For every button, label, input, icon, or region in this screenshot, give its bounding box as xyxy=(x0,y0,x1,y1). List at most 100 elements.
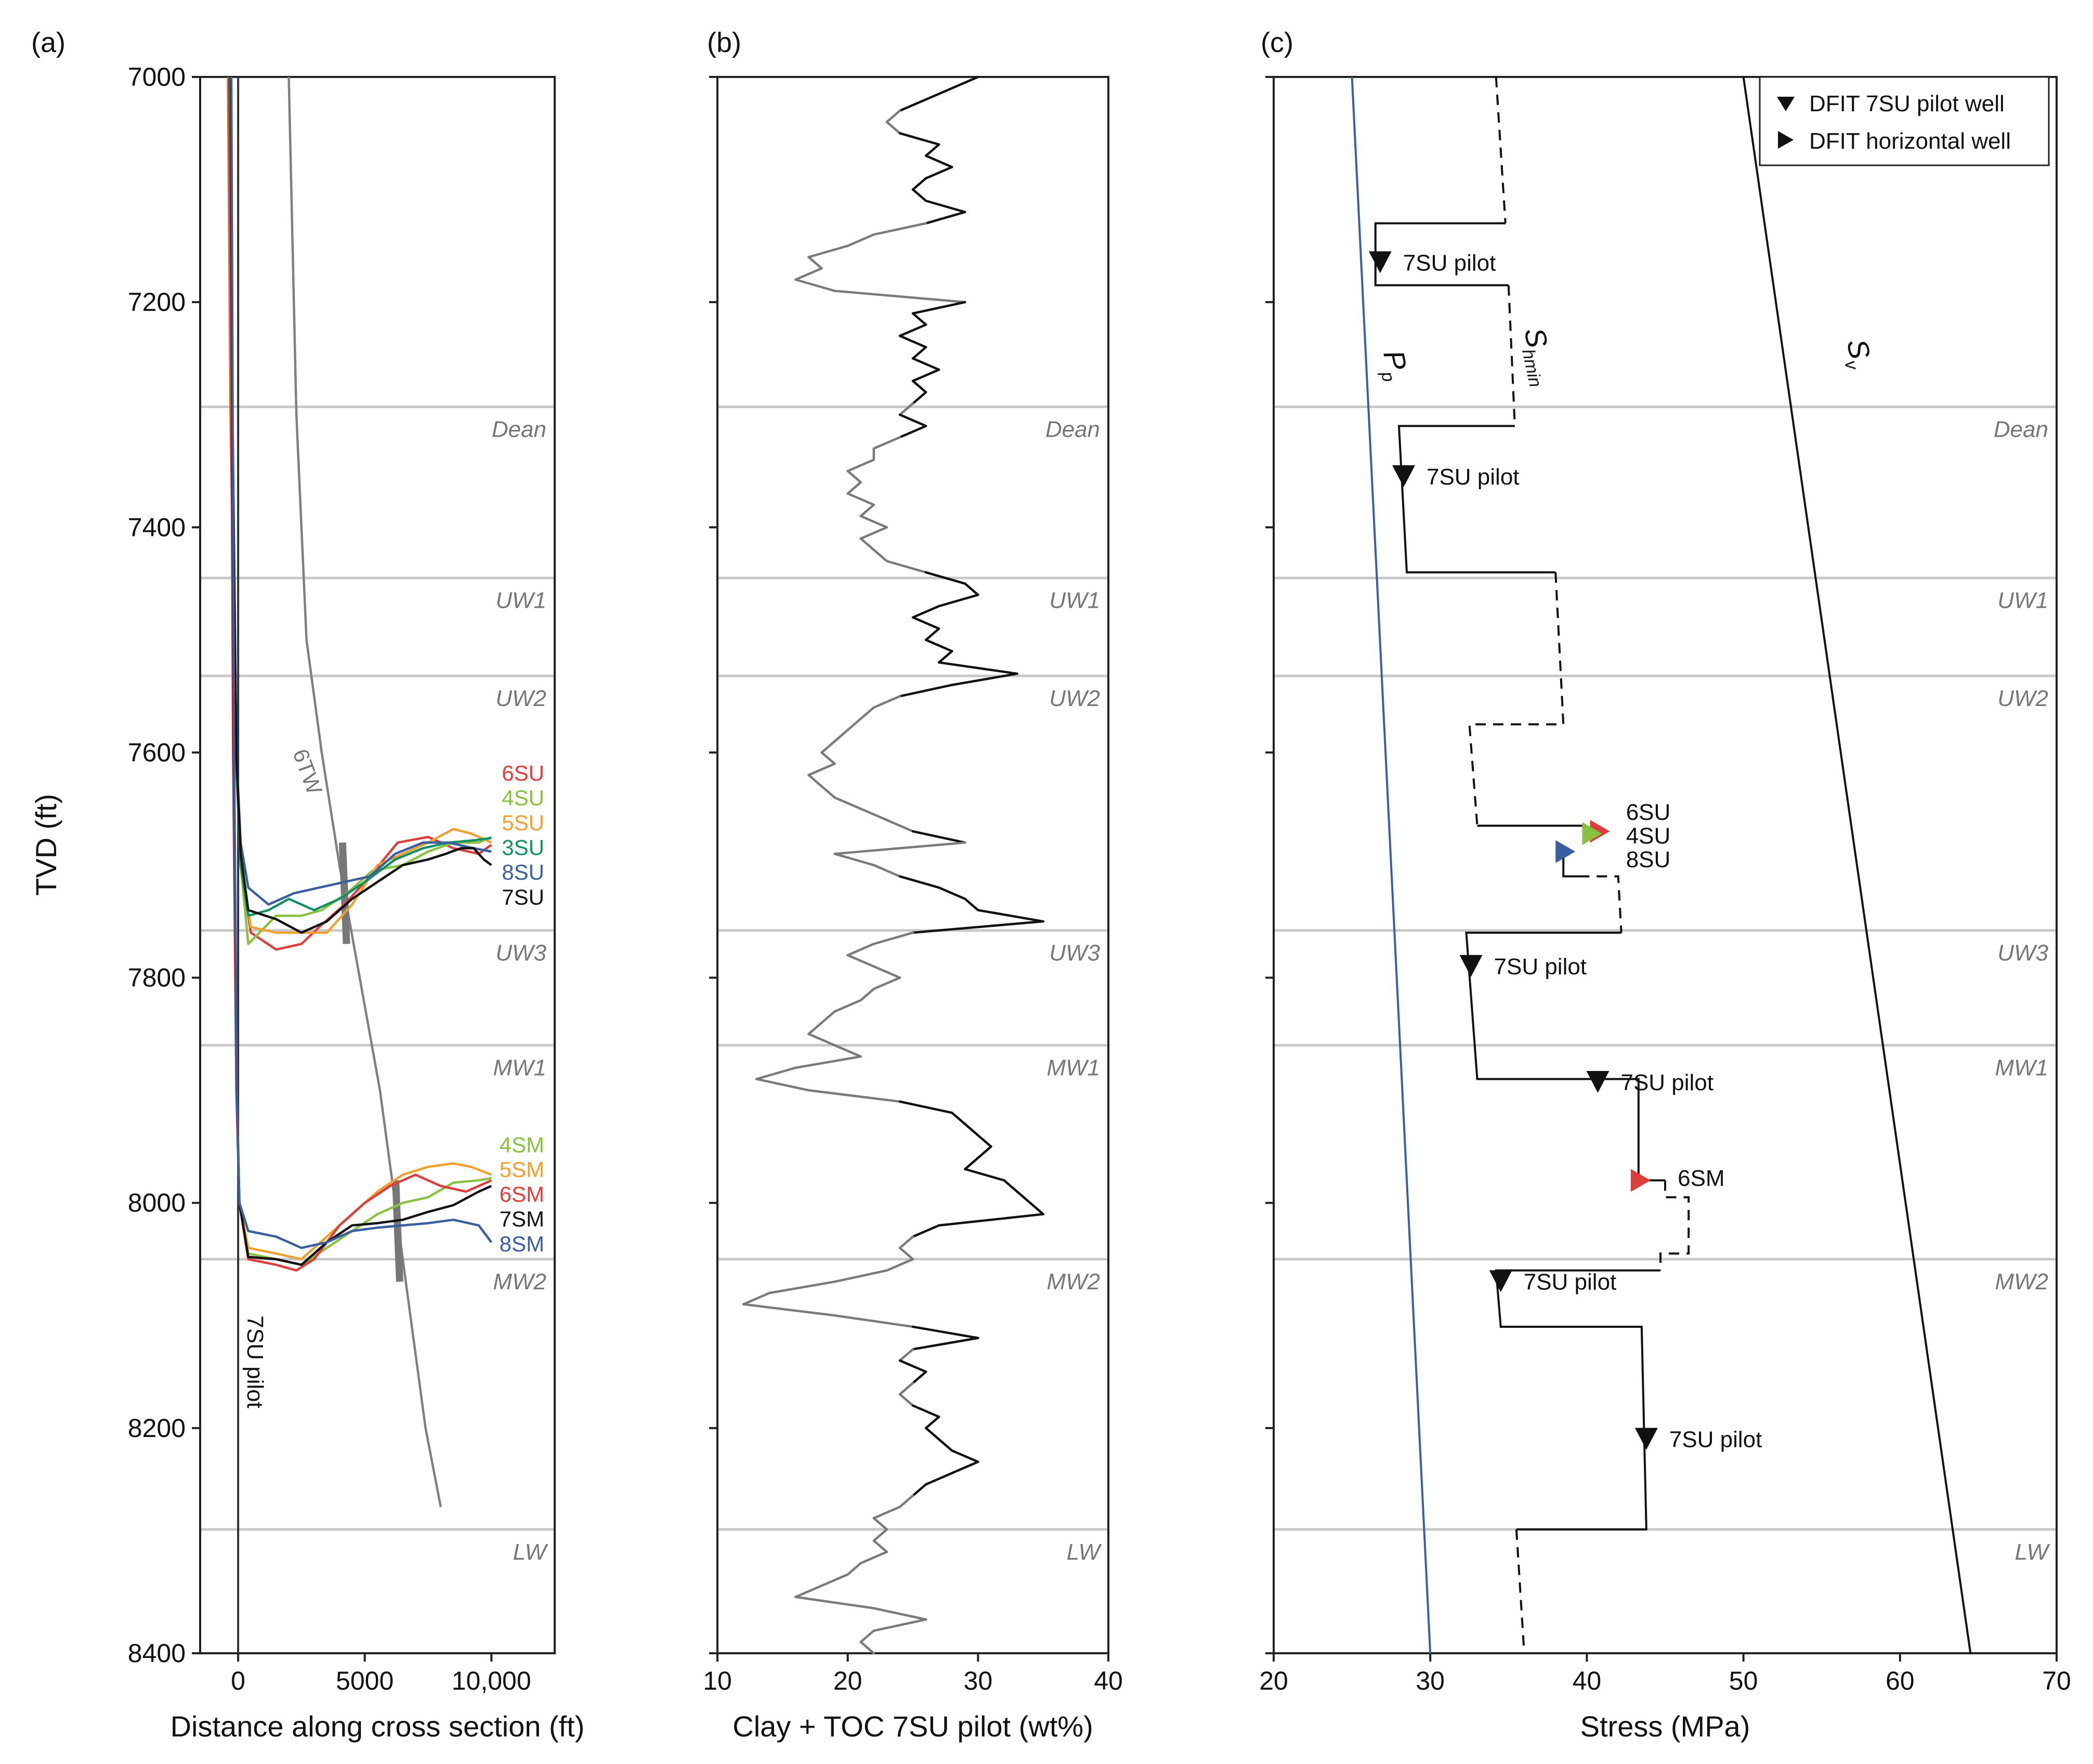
clay-toc-segment xyxy=(937,1213,1044,1227)
clay-toc-segment xyxy=(964,897,979,911)
formation-label: Dean xyxy=(1994,417,2048,442)
clay-toc-segment xyxy=(859,987,875,1002)
legend-pilot-marker xyxy=(1777,97,1795,111)
clay-toc-segment xyxy=(964,1156,979,1170)
formation-label: UW3 xyxy=(1997,940,2048,966)
clay-toc-segment xyxy=(911,312,927,326)
clay-toc-segment xyxy=(807,244,849,258)
clay-toc-segment xyxy=(833,999,862,1013)
clay-toc-segment xyxy=(755,1066,797,1080)
y-tick-label: 8000 xyxy=(128,1188,186,1218)
panel-c: Dean UW1 UW2 UW3 MW1 MW2 LW 20 30 40 50 60 70 Stress … xyxy=(1259,76,2071,1743)
clay-toc-segment xyxy=(977,1134,992,1148)
clay-toc-segment xyxy=(820,740,836,754)
clay-toc-segment xyxy=(1029,1201,1044,1216)
clay-toc-segment xyxy=(898,323,927,337)
y-tick-label: 8200 xyxy=(128,1414,186,1443)
clay-toc-segment xyxy=(950,672,1018,686)
formation-label: UW1 xyxy=(495,588,546,613)
well-5su-line xyxy=(227,76,492,934)
well-6su-line xyxy=(227,76,492,951)
panel-label-b: (b) xyxy=(707,27,741,58)
clay-toc-segment xyxy=(911,1370,927,1384)
clay-toc-segment xyxy=(898,1494,914,1508)
pore-pressure-line xyxy=(1351,76,1432,1654)
clay-toc-segment xyxy=(898,1235,914,1249)
clay-toc-segment xyxy=(820,1010,836,1024)
legend-pilot-text: DFIT 7SU pilot well xyxy=(1809,91,2005,116)
shmin-solid-segment xyxy=(1562,854,1579,878)
well-8sm-line xyxy=(230,76,493,1249)
clay-toc-segment xyxy=(859,706,875,720)
clay-toc-segment xyxy=(794,1584,823,1598)
clay-toc-segment xyxy=(742,1291,771,1305)
clay-toc-segment xyxy=(820,1573,849,1587)
clay-toc-segment xyxy=(1003,1179,1018,1193)
shmin-dashed-segment xyxy=(1659,1180,1690,1271)
dfit-pilot-label: 7SU pilot xyxy=(1620,1070,1713,1095)
clay-toc-segment xyxy=(833,728,849,743)
formation-label: UW3 xyxy=(1049,940,1100,966)
clay-toc-segment xyxy=(964,1122,979,1137)
shmin-dashed-segment xyxy=(1515,1529,1525,1654)
clay-toc-segment xyxy=(807,774,823,788)
formation-label: UW2 xyxy=(1049,686,1100,711)
clay-toc-segment xyxy=(898,1393,914,1407)
tw-perforation-marker xyxy=(392,1180,403,1282)
clay-toc-segment xyxy=(859,515,888,529)
clay-toc-segment xyxy=(872,1528,888,1542)
clay-toc-segment xyxy=(911,1325,979,1339)
clay-toc-segment xyxy=(807,1089,901,1103)
clay-toc-segment xyxy=(872,695,901,709)
clay-toc-segment xyxy=(833,1044,862,1058)
dfit-pilot-marker xyxy=(1489,1270,1512,1292)
formation-label: MW1 xyxy=(1995,1055,2048,1081)
clay-toc-segment xyxy=(846,233,875,247)
clay-toc-segment xyxy=(833,1269,888,1283)
clay-toc-segment xyxy=(924,143,940,157)
formation-label: UW3 xyxy=(495,940,546,966)
clay-toc-segment xyxy=(924,1472,953,1486)
clay-toc-segment xyxy=(898,1381,914,1396)
clay-toc-segment xyxy=(872,864,901,878)
clay-toc-segment xyxy=(950,1112,966,1126)
clay-toc-segment xyxy=(846,459,875,473)
clay-toc-segment xyxy=(964,582,979,596)
clay-toc-segment xyxy=(833,1314,914,1328)
clay-toc-segment xyxy=(807,762,836,776)
x-tick-label: 10 xyxy=(703,1666,732,1695)
clay-toc-segment xyxy=(872,1506,901,1520)
y-axis-label: TVD (ft) xyxy=(30,794,62,896)
well-label-5sm: 5SM xyxy=(500,1157,544,1182)
clay-toc-segment xyxy=(898,334,927,349)
clay-toc-segment xyxy=(859,503,875,517)
clay-toc-segment xyxy=(859,526,888,540)
clay-toc-segment xyxy=(950,1460,979,1474)
clay-toc-segment xyxy=(885,560,927,574)
vertical-stress-line xyxy=(1742,76,1972,1654)
clay-toc-segment xyxy=(846,492,875,506)
clay-toc-segment xyxy=(833,796,862,810)
clay-toc-segment xyxy=(885,819,914,833)
clay-toc-segment xyxy=(859,1629,875,1643)
x-tick-label: 60 xyxy=(1886,1666,1915,1695)
well-label-5su: 5SU xyxy=(502,811,544,835)
clay-toc-segment xyxy=(911,177,927,191)
clay-toc-segment xyxy=(924,627,940,642)
clay-toc-segment xyxy=(977,909,1044,923)
clay-toc-segment xyxy=(794,1596,875,1610)
shmin-dashed-segment xyxy=(1579,875,1623,933)
clay-toc-segment xyxy=(833,841,966,855)
clay-toc-segment xyxy=(872,976,901,990)
clay-toc-segment xyxy=(885,121,901,135)
clay-toc-segment xyxy=(911,357,940,371)
tw-perforation-marker xyxy=(338,842,350,944)
dfit-horizontal-label: 6SU xyxy=(1626,800,1671,825)
clay-toc-segment xyxy=(885,109,901,123)
clay-toc-segment xyxy=(924,1415,940,1430)
well-5sm-line xyxy=(229,76,492,1261)
well-label-4su: 4SU xyxy=(502,786,544,810)
clay-toc-segment xyxy=(911,368,940,382)
dfit-pilot-label: 7SU pilot xyxy=(1494,954,1587,979)
clay-toc-segment xyxy=(911,1404,940,1418)
